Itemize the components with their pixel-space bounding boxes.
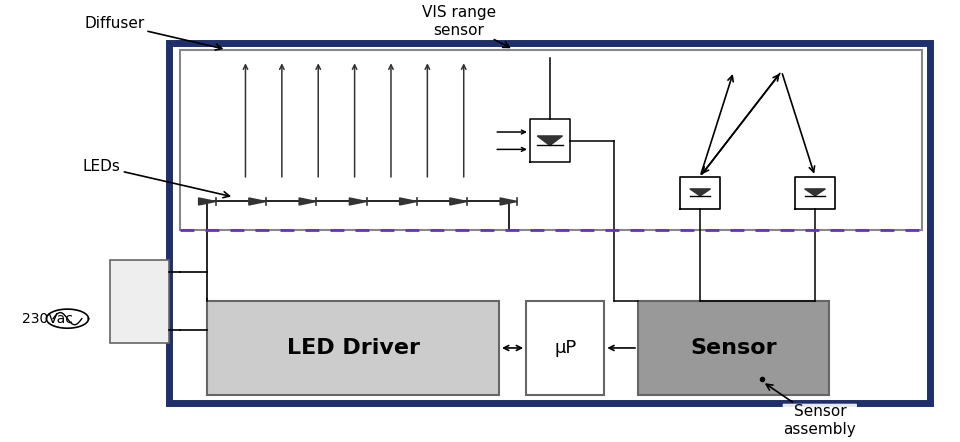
- Polygon shape: [538, 136, 563, 145]
- FancyBboxPatch shape: [526, 301, 605, 395]
- FancyBboxPatch shape: [207, 301, 499, 395]
- Text: μP: μP: [554, 339, 576, 357]
- Polygon shape: [399, 198, 417, 205]
- Polygon shape: [300, 198, 316, 205]
- Polygon shape: [199, 198, 216, 205]
- Polygon shape: [249, 198, 266, 205]
- Text: LEDs: LEDs: [83, 159, 229, 198]
- FancyBboxPatch shape: [638, 301, 829, 395]
- Polygon shape: [450, 198, 468, 205]
- FancyBboxPatch shape: [180, 50, 923, 230]
- Text: Diffuser: Diffuser: [84, 16, 222, 50]
- Polygon shape: [349, 198, 367, 205]
- FancyBboxPatch shape: [109, 260, 169, 343]
- Text: VIS range
sensor: VIS range sensor: [421, 5, 510, 47]
- Text: Sensor
assembly: Sensor assembly: [766, 384, 856, 437]
- Polygon shape: [500, 198, 517, 205]
- Text: 230Vac: 230Vac: [22, 312, 73, 326]
- Text: LED Driver: LED Driver: [287, 338, 420, 358]
- Polygon shape: [804, 189, 826, 196]
- Polygon shape: [690, 189, 710, 196]
- Text: Sensor: Sensor: [690, 338, 777, 358]
- FancyBboxPatch shape: [169, 43, 930, 403]
